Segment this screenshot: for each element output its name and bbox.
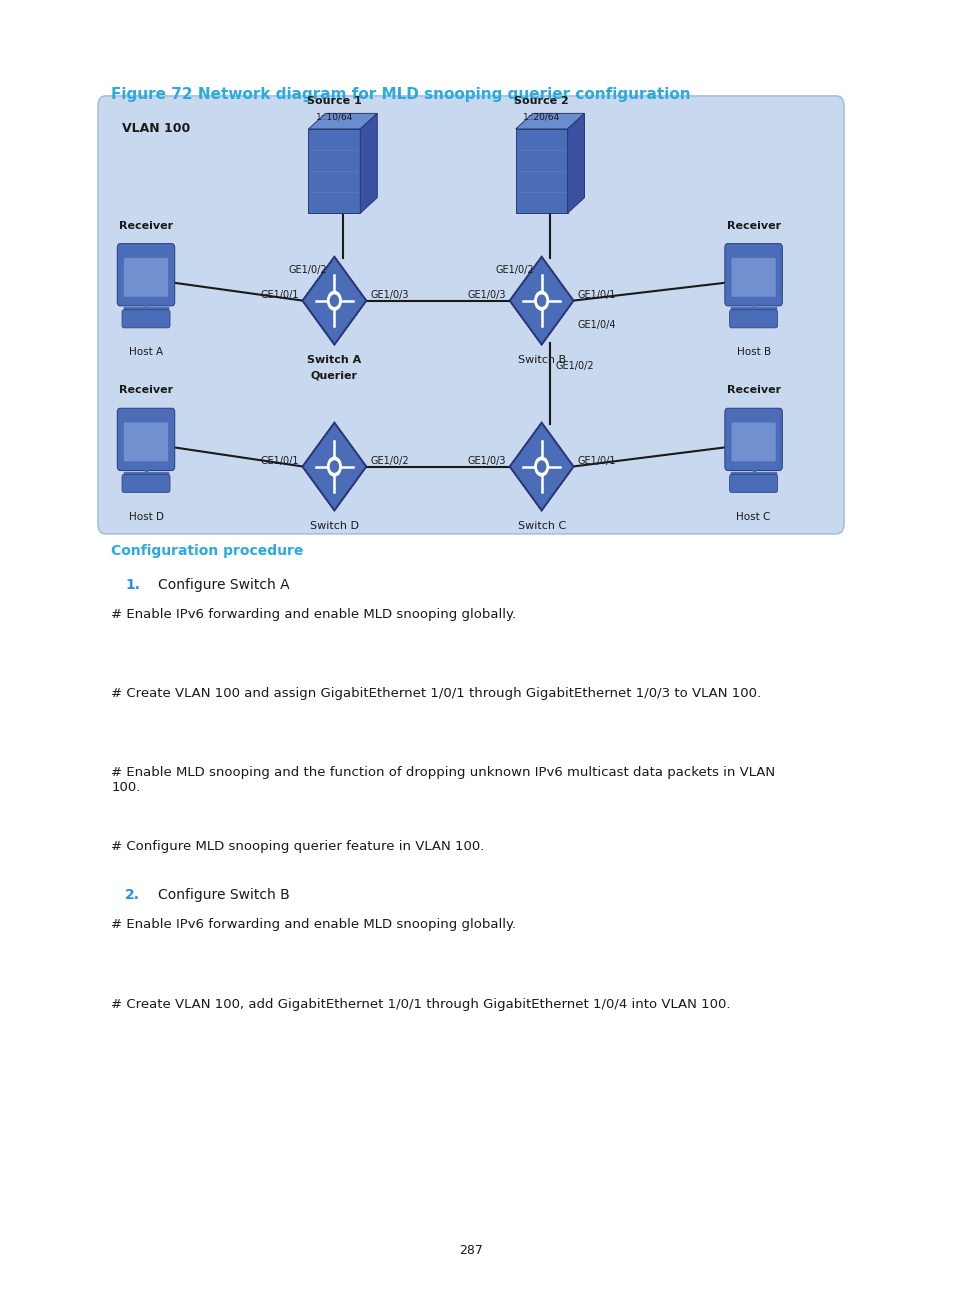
FancyBboxPatch shape: [122, 474, 170, 492]
Text: 287: 287: [458, 1244, 482, 1257]
Text: GE1/0/3: GE1/0/3: [467, 456, 505, 467]
Text: # Enable IPv6 forwarding and enable MLD snooping globally.: # Enable IPv6 forwarding and enable MLD …: [112, 918, 516, 931]
FancyBboxPatch shape: [729, 310, 777, 328]
Text: GE1/0/1: GE1/0/1: [260, 290, 298, 301]
Text: 1::10/64: 1::10/64: [315, 113, 353, 122]
Polygon shape: [303, 424, 365, 509]
Polygon shape: [567, 114, 584, 214]
FancyBboxPatch shape: [729, 474, 777, 492]
FancyBboxPatch shape: [117, 408, 174, 470]
Text: # Create VLAN 100, add GigabitEthernet 1/0/1 through GigabitEthernet 1/0/4 into : # Create VLAN 100, add GigabitEthernet 1…: [112, 998, 730, 1011]
Text: GE1/0/2: GE1/0/2: [495, 264, 534, 275]
Polygon shape: [308, 130, 360, 214]
Circle shape: [535, 292, 548, 310]
Text: Source 2: Source 2: [514, 96, 568, 106]
Text: GE1/0/2: GE1/0/2: [556, 360, 594, 371]
Polygon shape: [301, 421, 367, 512]
Circle shape: [327, 292, 341, 310]
FancyBboxPatch shape: [124, 258, 168, 297]
Polygon shape: [516, 114, 584, 130]
Text: GE1/0/4: GE1/0/4: [577, 320, 616, 330]
Polygon shape: [303, 258, 365, 343]
Circle shape: [330, 461, 338, 472]
Text: Configuration procedure: Configuration procedure: [112, 544, 303, 559]
Text: Figure 72 Network diagram for MLD snooping querier configuration: Figure 72 Network diagram for MLD snoopi…: [112, 87, 690, 102]
Text: Host C: Host C: [736, 512, 770, 522]
Text: Host B: Host B: [736, 347, 770, 358]
Polygon shape: [360, 114, 376, 214]
Polygon shape: [509, 255, 574, 346]
Circle shape: [535, 457, 548, 476]
Text: Switch B: Switch B: [517, 355, 565, 365]
Text: Receiver: Receiver: [726, 385, 780, 395]
Text: Switch A: Switch A: [307, 355, 361, 365]
Polygon shape: [308, 114, 376, 130]
Text: Switch C: Switch C: [517, 521, 565, 531]
Text: GE1/0/1: GE1/0/1: [260, 456, 298, 467]
Text: Configure Switch A: Configure Switch A: [158, 578, 290, 592]
Text: GE1/0/2: GE1/0/2: [288, 264, 327, 275]
Text: Receiver: Receiver: [119, 220, 172, 231]
FancyBboxPatch shape: [731, 258, 775, 297]
Text: Receiver: Receiver: [119, 385, 172, 395]
Text: VLAN 100: VLAN 100: [122, 122, 191, 135]
Text: Host A: Host A: [129, 347, 163, 358]
Text: 1::20/64: 1::20/64: [522, 113, 559, 122]
Circle shape: [330, 295, 338, 306]
Polygon shape: [509, 421, 574, 512]
Text: GE1/0/1: GE1/0/1: [577, 456, 616, 467]
Polygon shape: [510, 424, 572, 509]
Text: Querier: Querier: [311, 371, 357, 381]
Text: GE1/0/2: GE1/0/2: [370, 456, 409, 467]
FancyBboxPatch shape: [731, 422, 775, 461]
FancyBboxPatch shape: [724, 244, 781, 306]
Text: # Enable MLD snooping and the function of dropping unknown IPv6 multicast data p: # Enable MLD snooping and the function o…: [112, 766, 775, 794]
Text: # Enable IPv6 forwarding and enable MLD snooping globally.: # Enable IPv6 forwarding and enable MLD …: [112, 608, 516, 621]
Text: # Create VLAN 100 and assign GigabitEthernet 1/0/1 through GigabitEthernet 1/0/3: # Create VLAN 100 and assign GigabitEthe…: [112, 687, 760, 700]
Polygon shape: [510, 258, 572, 343]
Circle shape: [537, 295, 545, 306]
Circle shape: [327, 457, 341, 476]
Text: GE1/0/1: GE1/0/1: [577, 290, 616, 301]
FancyBboxPatch shape: [724, 408, 781, 470]
Text: Receiver: Receiver: [726, 220, 780, 231]
Text: # Configure MLD snooping querier feature in VLAN 100.: # Configure MLD snooping querier feature…: [112, 840, 484, 853]
Circle shape: [537, 461, 545, 472]
FancyBboxPatch shape: [122, 310, 170, 328]
FancyBboxPatch shape: [124, 422, 168, 461]
Text: 2.: 2.: [125, 888, 140, 902]
Polygon shape: [301, 255, 367, 346]
FancyBboxPatch shape: [117, 244, 174, 306]
Text: 1.: 1.: [125, 578, 140, 592]
Text: Source 1: Source 1: [307, 96, 361, 106]
Text: Configure Switch B: Configure Switch B: [158, 888, 290, 902]
Polygon shape: [516, 130, 567, 214]
Text: GE1/0/3: GE1/0/3: [370, 290, 408, 301]
Text: GE1/0/3: GE1/0/3: [467, 290, 505, 301]
Text: Host D: Host D: [129, 512, 163, 522]
FancyBboxPatch shape: [98, 96, 843, 534]
Text: Switch D: Switch D: [310, 521, 358, 531]
